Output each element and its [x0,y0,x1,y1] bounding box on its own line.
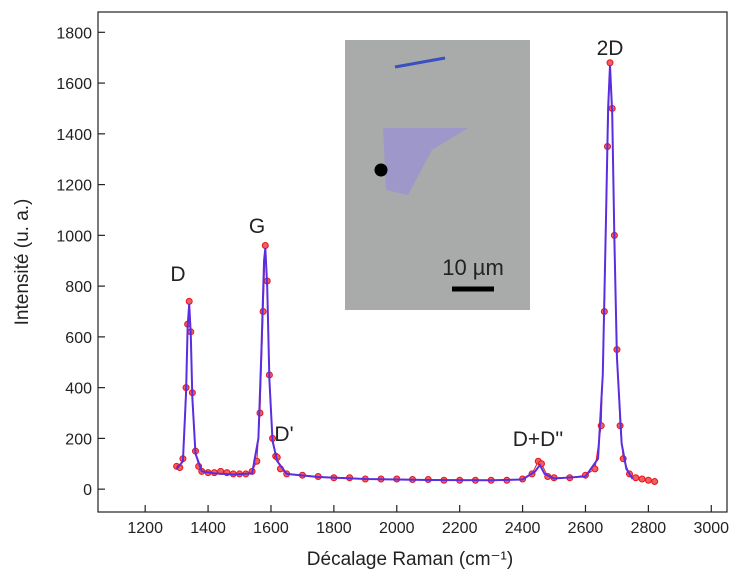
x-tick-label: 1400 [190,520,226,537]
x-axis-label: Décalage Raman (cm⁻¹) [307,549,513,570]
laser-spot [374,163,388,177]
data-point [644,476,652,484]
data-point [261,242,269,250]
data-point [185,297,193,305]
y-tick-label: 800 [65,279,92,296]
peak-label: G [249,215,265,238]
y-tick-label: 600 [65,330,92,347]
y-tick-label: 200 [65,431,92,448]
inset-photo: 10 µm [345,40,530,310]
x-tick-label: 3000 [693,520,729,537]
plot-frame [97,11,728,513]
x-tick-label: 2600 [568,520,604,537]
scale-label: 10 µm [442,255,504,280]
flake [383,128,468,195]
data-point [651,478,659,486]
data-point [638,475,646,483]
fit-line [175,65,634,482]
x-tick-label: 1600 [253,520,289,537]
data-point [632,474,640,482]
peak-label: D' [274,423,293,446]
data-point [606,59,614,67]
y-axis-label: Intensité (u. a.) [12,199,33,326]
flake-strip [394,56,446,69]
y-tick-label: 400 [65,381,92,398]
x-tick-label: 2800 [631,520,667,537]
y-tick-label: 1000 [56,228,92,245]
inset-background [345,40,530,310]
y-tick-label: 1800 [56,25,92,42]
x-tick-label: 1800 [316,520,352,537]
x-tick-label: 1200 [127,520,163,537]
peak-label: 2D [597,37,624,60]
y-tick-label: 1600 [56,76,92,93]
x-tick-label: 2400 [505,520,541,537]
peak-label: D [170,263,185,286]
x-tick-label: 2000 [379,520,415,537]
peak-label: D+D'' [513,428,564,451]
y-tick-label: 1200 [56,178,92,195]
y-tick-label: 1400 [56,127,92,144]
y-tick-label: 0 [83,482,92,499]
x-tick-label: 2200 [442,520,478,537]
